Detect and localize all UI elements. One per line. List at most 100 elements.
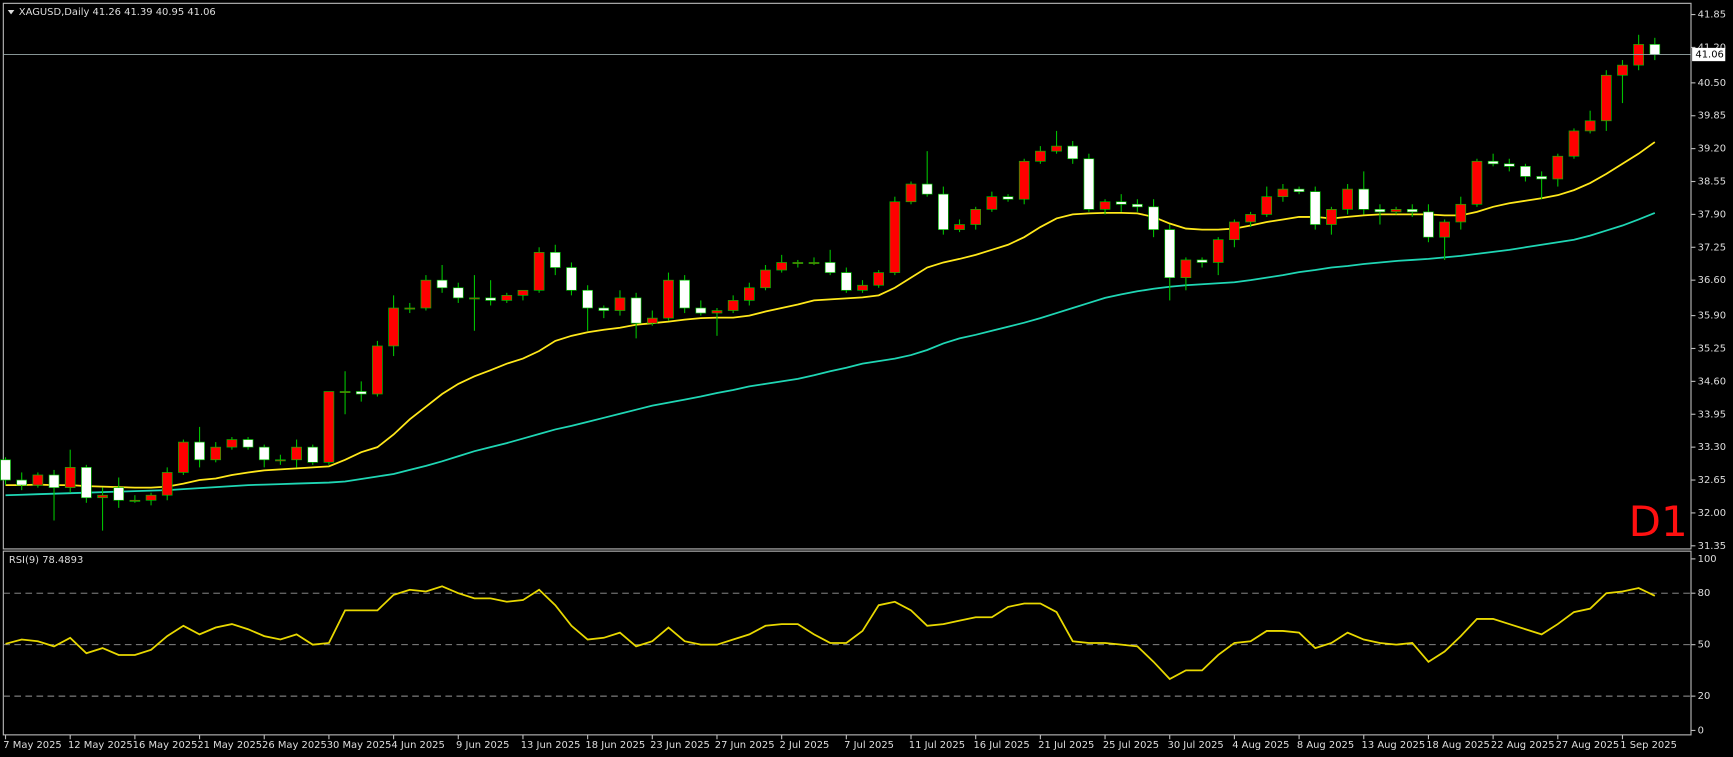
chart-title: XAGUSD,Daily 41.26 41.39 40.95 41.06: [19, 7, 216, 18]
candle-body: [1617, 64, 1628, 76]
candle-body: [404, 307, 416, 310]
x-tick-label: 23 Jun 2025: [650, 740, 710, 751]
y-tick-label: 20: [1698, 691, 1711, 702]
candle-body: [145, 494, 157, 501]
x-tick-label: 8 Aug 2025: [1297, 740, 1354, 751]
candle-body: [372, 345, 383, 395]
candle-body: [1212, 239, 1224, 263]
candle-body: [598, 307, 610, 311]
candle-body: [291, 446, 302, 461]
candle-body: [64, 467, 76, 488]
x-tick-label: 30 May 2025: [327, 740, 392, 751]
candle-body: [614, 297, 626, 311]
candle-body: [1115, 201, 1127, 205]
moving-average: [5, 212, 1656, 497]
x-tick-label: 18 Aug 2025: [1426, 740, 1490, 751]
candle-body: [1503, 163, 1515, 167]
x-tick-label: 25 Jul 2025: [1103, 740, 1159, 751]
candle-body: [711, 310, 723, 314]
candle-body: [889, 201, 901, 273]
candle-body: [1358, 188, 1370, 210]
candle-body: [776, 262, 787, 271]
candle-body: [1552, 155, 1564, 180]
candle-body: [501, 295, 513, 301]
candle-body: [436, 279, 448, 289]
y-tick-label: 39.20: [1698, 144, 1726, 155]
x-tick-label: 13 Jun 2025: [521, 740, 581, 751]
x-tick-label: 30 Jul 2025: [1168, 740, 1224, 751]
y-tick-label: 37.90: [1698, 209, 1726, 220]
candle-body: [275, 459, 286, 462]
candle-body: [1293, 188, 1305, 192]
y-tick-label: 38.55: [1698, 177, 1726, 188]
candle-body: [1487, 160, 1499, 165]
x-tick-label: 7 Jul 2025: [844, 740, 894, 751]
candle-body: [566, 267, 577, 291]
candle-body: [517, 289, 529, 296]
y-tick-label: 80: [1698, 588, 1711, 599]
candle-body: [97, 494, 108, 499]
x-tick-label: 18 Jun 2025: [585, 740, 645, 751]
y-tick-label: 50: [1698, 640, 1711, 651]
x-tick-label: 7 May 2025: [3, 740, 61, 751]
candle-body: [841, 272, 852, 291]
candle-body: [679, 279, 690, 309]
candle-body: [1229, 221, 1240, 241]
candle-body: [533, 252, 545, 291]
price-panel: [2, 2, 1692, 550]
candle-body: [1649, 44, 1661, 55]
candle-body: [194, 441, 205, 461]
candle-body: [873, 272, 884, 286]
candle-body: [1390, 209, 1402, 213]
last-price-label: 41.06: [1695, 50, 1723, 61]
x-tick-label: 11 Jul 2025: [909, 740, 965, 751]
candle-body: [1439, 221, 1450, 238]
candle-body: [921, 183, 933, 195]
candle-body: [388, 307, 399, 347]
x-tick-label: 16 May 2025: [133, 740, 198, 751]
y-tick-label: 36.60: [1698, 275, 1726, 286]
candle-body: [1035, 150, 1046, 162]
y-tick-label: 33.30: [1698, 442, 1726, 453]
x-tick-label: 21 Jul 2025: [1038, 740, 1094, 751]
candle-body: [582, 289, 593, 309]
candle-body: [1067, 145, 1079, 160]
candle-body: [210, 446, 222, 461]
y-tick-label: 31.35: [1698, 541, 1726, 552]
x-tick-label: 12 May 2025: [68, 740, 133, 751]
x-tick-label: 21 May 2025: [197, 740, 262, 751]
menu-triangle[interactable]: [7, 9, 15, 15]
candle-body: [1132, 203, 1143, 208]
candle-body: [986, 196, 998, 210]
x-tick-label: 27 Aug 2025: [1556, 740, 1620, 751]
rsi-panel: [2, 550, 1692, 736]
candle-body: [1051, 145, 1062, 152]
candle-body: [1245, 214, 1256, 223]
y-tick-label: 39.85: [1698, 111, 1726, 122]
candle-body: [760, 269, 771, 289]
candle-body: [549, 252, 561, 268]
candle-body: [792, 262, 804, 264]
candle-body: [1406, 209, 1418, 213]
rsi-title: RSI(9) 78.4893: [9, 555, 83, 566]
y-tick-label: 40.50: [1698, 78, 1726, 89]
candle-body: [339, 391, 351, 393]
y-tick-label: 32.65: [1698, 475, 1726, 486]
candle-body: [695, 307, 707, 314]
candle-body: [258, 446, 270, 461]
candle-body: [1520, 166, 1531, 177]
candle-body: [355, 391, 367, 395]
x-tick-label: 22 Aug 2025: [1491, 740, 1555, 751]
candle-body: [954, 224, 965, 230]
candle-body: [452, 287, 464, 299]
candle-body: [1374, 209, 1386, 213]
candle-body: [970, 209, 982, 225]
timeframe-label: D1: [1629, 497, 1688, 546]
last-price-box: [1692, 47, 1726, 62]
candle-body: [129, 499, 141, 502]
x-tick-label: 4 Jun 2025: [391, 740, 444, 751]
candle-body: [1584, 120, 1596, 132]
candle-body: [1423, 211, 1434, 238]
